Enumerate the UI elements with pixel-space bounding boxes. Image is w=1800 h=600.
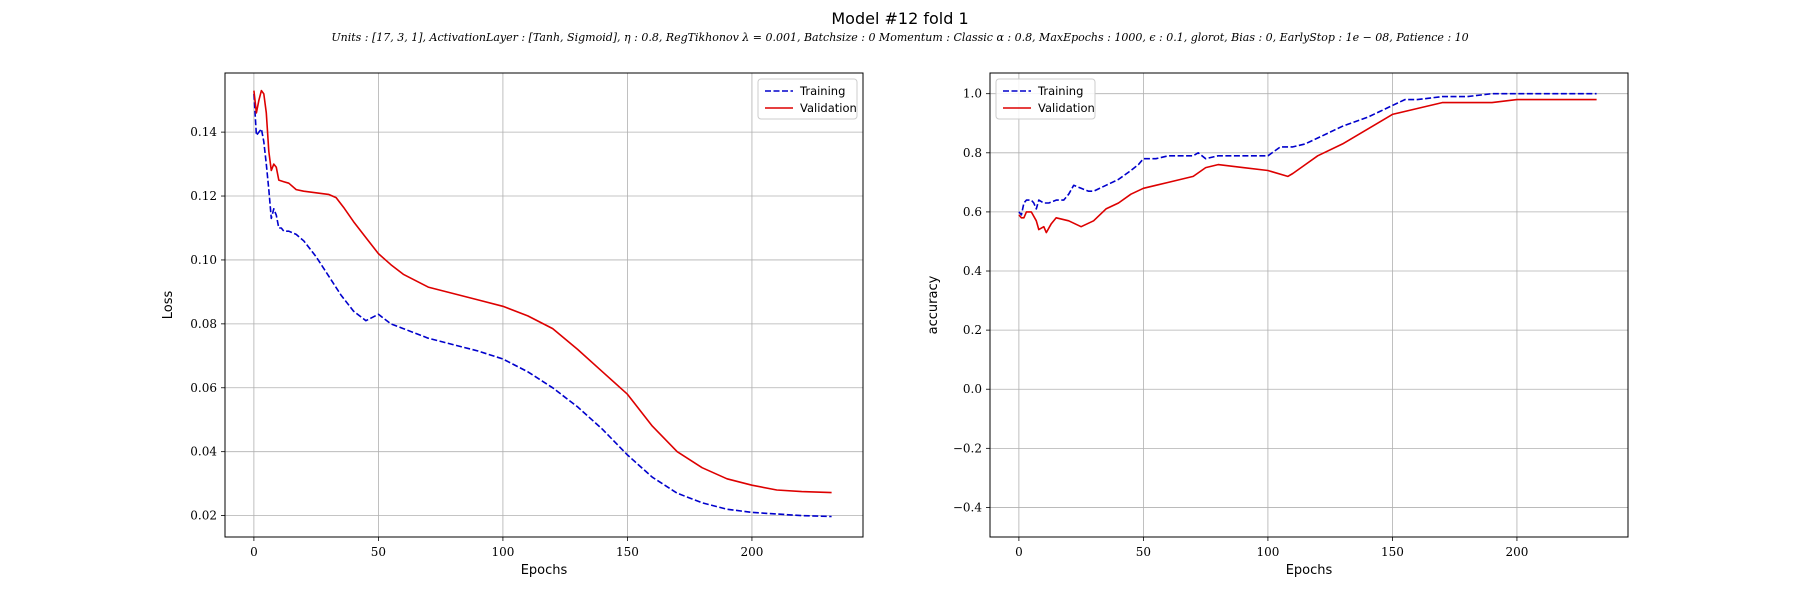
legend-label-training: Training [1037, 84, 1083, 98]
y-axis-label: accuracy [926, 275, 941, 334]
accuracy-training-line [1018, 92, 1597, 216]
accuracy-chart: 0 50 100 150 200 −0.4 −0.2 0.0 0.2 0.4 0.6 0.8 1.0 Ep… [926, 72, 1629, 578]
accuracy-validation-line [1018, 98, 1597, 234]
figure-title: Model #12 fold 1 [831, 9, 969, 28]
x-tick-label: 150 [1381, 545, 1404, 559]
loss-chart: 0 50 100 150 200 0.02 0.04 0.06 0.08 0.10 0.12 0.14… [161, 72, 864, 578]
y-tick-label: 0.8 [963, 146, 982, 160]
y-tick-label: 0.02 [190, 509, 217, 523]
y-tick-label: 1.0 [963, 87, 982, 101]
plot-frame [224, 72, 864, 538]
legend-label-validation: Validation [800, 101, 857, 115]
x-tick-label: 150 [616, 545, 639, 559]
x-tick-label: 0 [1015, 545, 1023, 559]
x-tick-label: 100 [491, 545, 514, 559]
y-tick-label: 0.6 [963, 205, 982, 219]
legend: Training Validation [995, 78, 1096, 120]
x-tick-label: 50 [1136, 545, 1151, 559]
y-tick-label: 0.14 [190, 125, 217, 139]
x-tick-label: 200 [740, 545, 763, 559]
x-tick-label: 0 [250, 545, 258, 559]
y-tick-label: 0.0 [963, 382, 982, 396]
legend-box [995, 78, 1096, 120]
figure-subtitle: Units : [17, 3, 1], ActivationLayer : [T… [331, 31, 1469, 44]
x-tick-label: 50 [371, 545, 386, 559]
x-tick-label: 100 [1256, 545, 1279, 559]
legend: Training Validation [757, 78, 858, 120]
legend-label-training: Training [799, 84, 845, 98]
y-tick-label: 0.10 [190, 253, 217, 267]
loss-validation-line [253, 89, 832, 494]
x-axis-label: Epochs [521, 563, 568, 578]
y-axis-label: Loss [161, 291, 176, 320]
plot-frame [989, 72, 1629, 538]
y-tick-label: −0.2 [953, 441, 982, 455]
y-tick-label: −0.4 [953, 500, 983, 514]
y-tick-label: 0.04 [190, 445, 217, 459]
x-axis-label: Epochs [1286, 563, 1333, 578]
y-tick-label: 0.4 [963, 264, 982, 278]
y-tick-label: 0.08 [190, 317, 217, 331]
loss-training-line [253, 93, 832, 518]
y-tick-label: 0.12 [190, 189, 217, 203]
x-tick-label: 200 [1505, 545, 1528, 559]
y-tick-label: 0.2 [963, 323, 982, 337]
legend-box [757, 78, 858, 120]
legend-label-validation: Validation [1038, 101, 1095, 115]
y-tick-label: 0.06 [190, 381, 217, 395]
